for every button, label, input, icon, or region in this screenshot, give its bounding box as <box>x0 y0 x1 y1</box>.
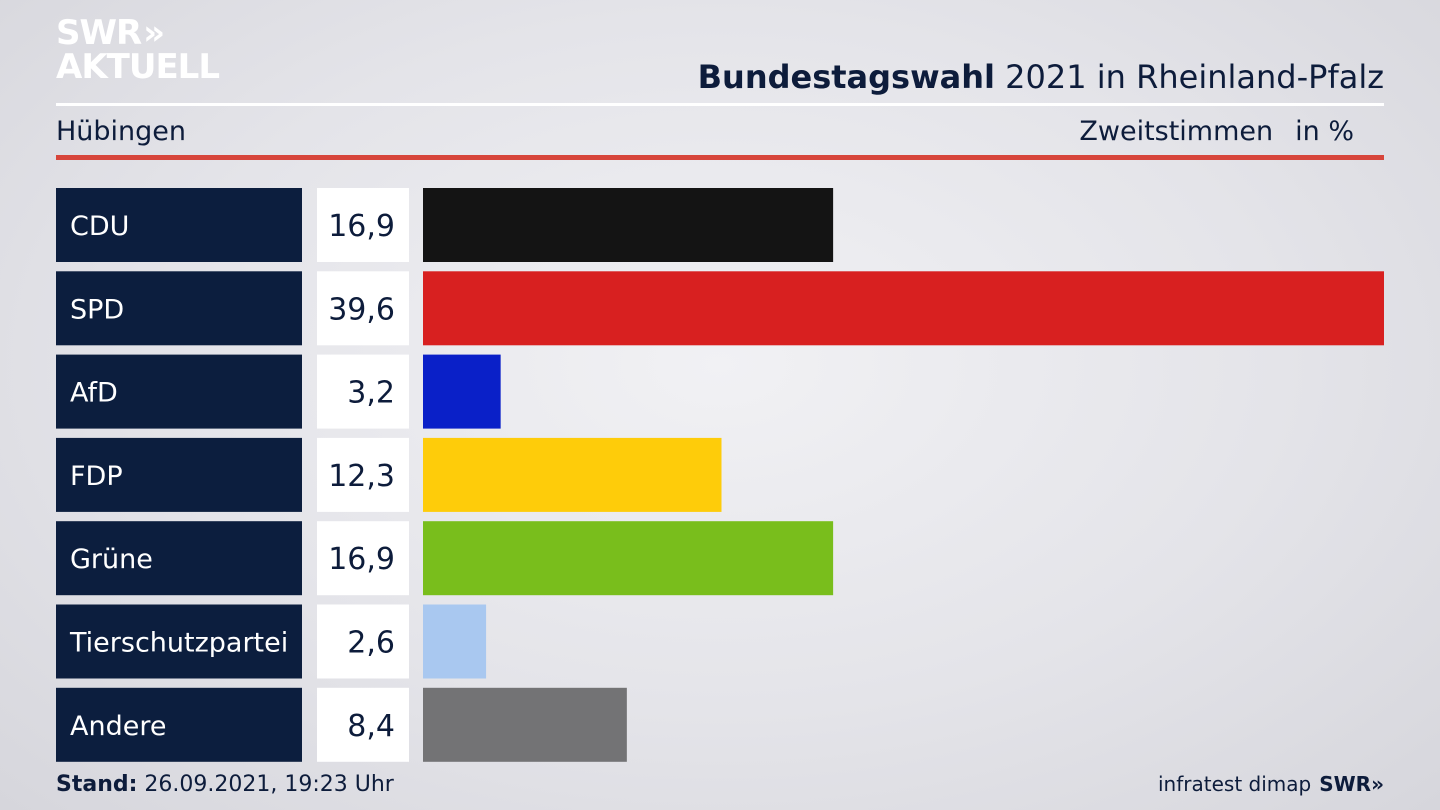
logo-swr: SWR <box>56 13 142 53</box>
value-box <box>317 271 409 346</box>
party-label-box <box>56 188 302 262</box>
value-box <box>317 188 409 262</box>
value-label: 16,9 <box>328 209 395 244</box>
value-box <box>317 437 409 512</box>
value-box <box>317 521 409 596</box>
value-box <box>317 354 409 429</box>
party-label-box <box>56 521 302 596</box>
party-label: SPD <box>70 294 124 325</box>
party-label-box <box>56 354 302 429</box>
party-label: Tierschutzpartei <box>69 628 288 659</box>
value-label: 2,6 <box>347 626 395 661</box>
bar <box>423 437 722 512</box>
bar <box>423 188 834 262</box>
party-label-box <box>56 437 302 512</box>
timestamp: Stand: 26.09.2021, 19:23 Uhr <box>56 772 394 797</box>
bar <box>423 604 487 679</box>
title-rest: 2021 in Rheinland-Pfalz <box>995 58 1384 96</box>
party-label: AfD <box>70 378 118 409</box>
party-label-box <box>56 604 302 679</box>
bar <box>423 354 501 429</box>
value-label: 8,4 <box>347 709 395 744</box>
party-label: CDU <box>70 211 129 242</box>
source-brand-logo: SWR» <box>1319 772 1384 796</box>
value-label: 12,3 <box>328 459 395 494</box>
party-label-box <box>56 271 302 346</box>
value-label: 16,9 <box>328 542 395 577</box>
logo-arrows-icon: » <box>143 13 165 53</box>
party-label: FDP <box>70 461 123 492</box>
source-name: infratest dimap <box>1158 772 1312 796</box>
header-red-rule <box>56 155 1384 160</box>
bar <box>423 521 834 596</box>
bar <box>423 271 1384 346</box>
party-label-box <box>56 687 302 762</box>
measure-unit: Zweitstimmen in % <box>1079 116 1354 147</box>
measure-label: Zweitstimmen <box>1079 116 1274 147</box>
source-credit: infratest dimap SWR» <box>1158 772 1384 796</box>
party-label: Andere <box>70 711 166 742</box>
value-box <box>317 687 409 762</box>
logo-aktuell: AKTUELL <box>56 47 220 87</box>
swr-aktuell-logo: SWR» AKTUELL <box>56 13 220 87</box>
bar <box>423 687 627 762</box>
stand-label: Stand: <box>56 772 138 797</box>
value-label: 39,6 <box>328 292 395 327</box>
party-label: Grüne <box>70 544 153 575</box>
stand-value: 26.09.2021, 19:23 Uhr <box>137 772 394 797</box>
unit-label: in % <box>1295 116 1354 147</box>
header-divider <box>56 103 1384 106</box>
value-label: 3,2 <box>347 376 395 411</box>
title-bold: Bundestagswahl <box>697 58 995 96</box>
region-name: Hübingen <box>56 116 187 147</box>
value-box <box>317 604 409 679</box>
page-title: Bundestagswahl 2021 in Rheinland-Pfalz <box>698 58 1384 96</box>
